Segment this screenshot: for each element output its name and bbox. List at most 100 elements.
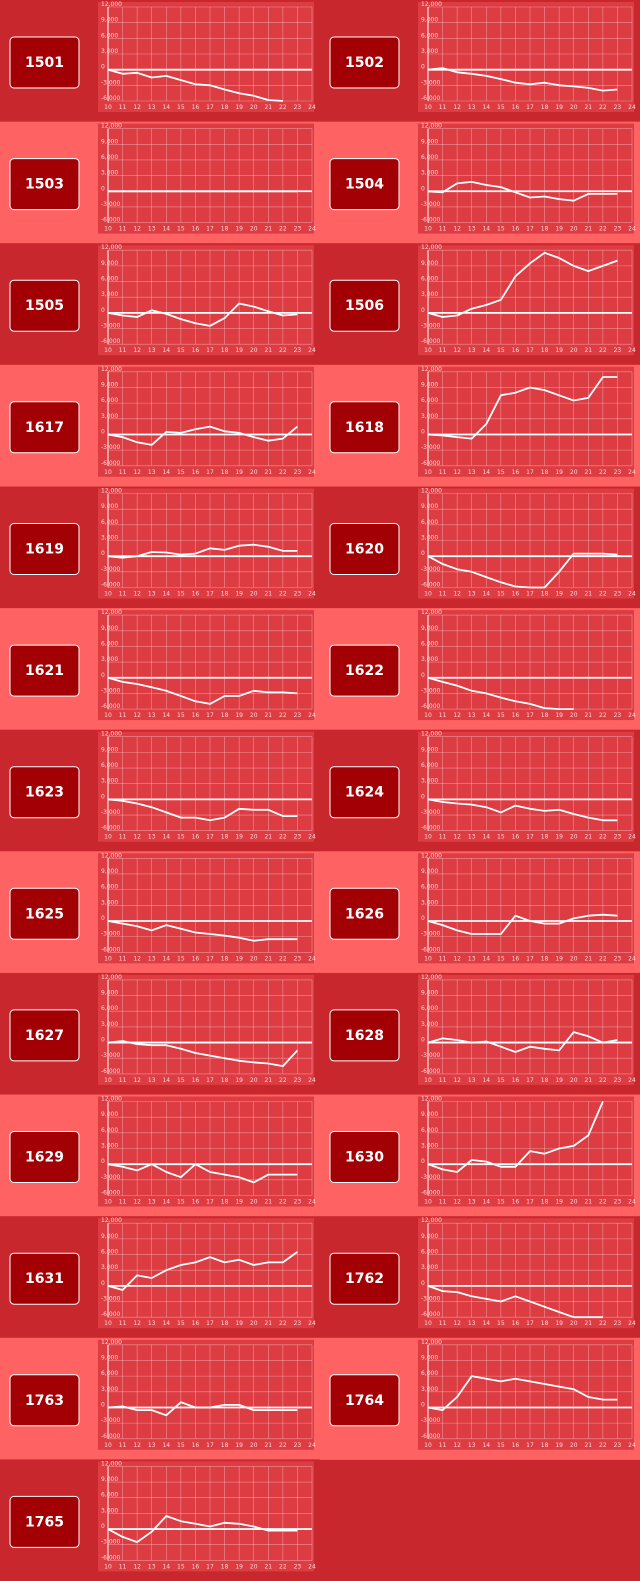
device-button[interactable]: 1625	[9, 887, 80, 940]
button-label[interactable]: 1765	[25, 1514, 64, 1530]
device-button[interactable]: 1630	[329, 1131, 400, 1183]
x-tick-label: 13	[148, 712, 156, 719]
button-label[interactable]: 1621	[25, 663, 64, 679]
x-tick-label: 15	[177, 469, 185, 476]
device-button[interactable]: 1501	[9, 36, 80, 89]
button-box[interactable]	[9, 1374, 80, 1427]
y-tick-label: 12,000	[101, 244, 122, 251]
button-label[interactable]: 1763	[25, 1393, 64, 1409]
device-button[interactable]: 1504	[329, 158, 400, 211]
device-button[interactable]: 1618	[329, 401, 400, 454]
button-label[interactable]: 1626	[345, 906, 384, 922]
device-button[interactable]: 1631	[9, 1252, 80, 1305]
device-button[interactable]: 1629	[9, 1131, 80, 1183]
button-label[interactable]: 1501	[25, 55, 64, 71]
x-tick-label: 19	[555, 1077, 563, 1084]
button-label[interactable]: 1505	[25, 298, 64, 314]
button-box[interactable]	[9, 523, 80, 575]
device-button[interactable]: 1506	[329, 279, 400, 332]
button-label[interactable]: 1628	[345, 1028, 384, 1044]
device-button[interactable]: 1763	[9, 1374, 80, 1427]
x-tick-label: 10	[104, 1320, 112, 1327]
device-button[interactable]: 1764	[329, 1374, 400, 1427]
button-box[interactable]	[9, 644, 80, 697]
button-label[interactable]: 1620	[345, 542, 384, 558]
y-tick-label: -3,000	[101, 201, 121, 208]
button-label[interactable]: 1617	[25, 420, 64, 436]
button-label[interactable]: 1504	[345, 177, 384, 193]
y-tick-label: 9,000	[421, 625, 438, 632]
button-box[interactable]	[329, 1009, 400, 1062]
device-button[interactable]: 1620	[329, 523, 400, 575]
y-tick-label: -3,000	[101, 444, 121, 451]
button-label[interactable]: 1623	[25, 785, 64, 801]
x-tick-label: 15	[177, 1199, 185, 1206]
button-label[interactable]: 1502	[345, 55, 384, 71]
x-tick-label: 15	[497, 104, 505, 111]
button-box[interactable]	[329, 1131, 400, 1183]
button-box[interactable]	[329, 401, 400, 454]
device-button[interactable]: 1621	[9, 644, 80, 697]
device-button[interactable]: 1619	[9, 523, 80, 575]
device-button[interactable]: 1502	[329, 36, 400, 89]
button-label[interactable]: 1625	[25, 906, 64, 922]
device-button[interactable]: 1505	[9, 279, 80, 332]
button-label[interactable]: 1631	[25, 1271, 64, 1287]
button-box[interactable]	[329, 279, 400, 332]
button-box[interactable]	[9, 1495, 80, 1548]
button-label[interactable]: 1627	[25, 1028, 64, 1044]
x-tick-label: 23	[294, 955, 302, 962]
button-label[interactable]: 1629	[25, 1150, 64, 1166]
button-label[interactable]: 1506	[345, 298, 384, 314]
button-box[interactable]	[329, 644, 400, 697]
button-box[interactable]	[329, 1374, 400, 1427]
x-tick-label: 23	[294, 712, 302, 719]
button-label[interactable]: 1630	[345, 1150, 384, 1166]
button-box[interactable]	[9, 401, 80, 454]
button-box[interactable]	[329, 1252, 400, 1305]
button-label[interactable]: 1503	[25, 177, 64, 193]
button-box[interactable]	[329, 36, 400, 89]
device-button[interactable]: 1623	[9, 766, 80, 819]
device-button[interactable]: 1622	[329, 644, 400, 697]
chart-panel	[418, 2, 634, 112]
device-button[interactable]: 1503	[9, 158, 80, 211]
button-label[interactable]: 1764	[345, 1393, 384, 1409]
device-button[interactable]: 1762	[329, 1252, 400, 1305]
x-tick-label: 22	[599, 469, 607, 476]
x-tick-label: 10	[424, 1442, 432, 1449]
button-box[interactable]	[329, 766, 400, 819]
device-button[interactable]: 1765	[9, 1495, 80, 1548]
x-tick-label: 23	[294, 104, 302, 111]
device-button[interactable]: 1624	[329, 766, 400, 819]
button-label[interactable]: 1762	[345, 1271, 384, 1287]
y-tick-label: 12,000	[101, 852, 122, 859]
x-tick-label: 18	[221, 104, 229, 111]
button-box[interactable]	[329, 158, 400, 211]
y-tick-label: 0	[101, 1280, 105, 1287]
button-label[interactable]: 1622	[345, 663, 384, 679]
button-box[interactable]	[9, 766, 80, 819]
button-box[interactable]	[9, 887, 80, 940]
device-button[interactable]: 1628	[329, 1009, 400, 1062]
button-box[interactable]	[9, 279, 80, 332]
button-box[interactable]	[329, 887, 400, 940]
button-label[interactable]: 1618	[345, 420, 384, 436]
x-tick-label: 16	[192, 1320, 200, 1327]
button-box[interactable]	[9, 158, 80, 211]
x-tick-label: 23	[614, 834, 622, 841]
button-box[interactable]	[9, 1009, 80, 1062]
button-box[interactable]	[9, 36, 80, 89]
button-box[interactable]	[9, 1252, 80, 1305]
device-button[interactable]: 1617	[9, 401, 80, 454]
button-label[interactable]: 1624	[345, 785, 384, 801]
device-button[interactable]: 1627	[9, 1009, 80, 1062]
y-tick-label: 12,000	[101, 731, 122, 738]
button-box[interactable]	[9, 1131, 80, 1183]
chart-panel	[418, 245, 634, 356]
button-label[interactable]: 1619	[25, 542, 64, 558]
button-box[interactable]	[329, 523, 400, 575]
x-tick-label: 21	[264, 1563, 272, 1570]
device-button[interactable]: 1626	[329, 887, 400, 940]
x-tick-label: 13	[148, 955, 156, 962]
